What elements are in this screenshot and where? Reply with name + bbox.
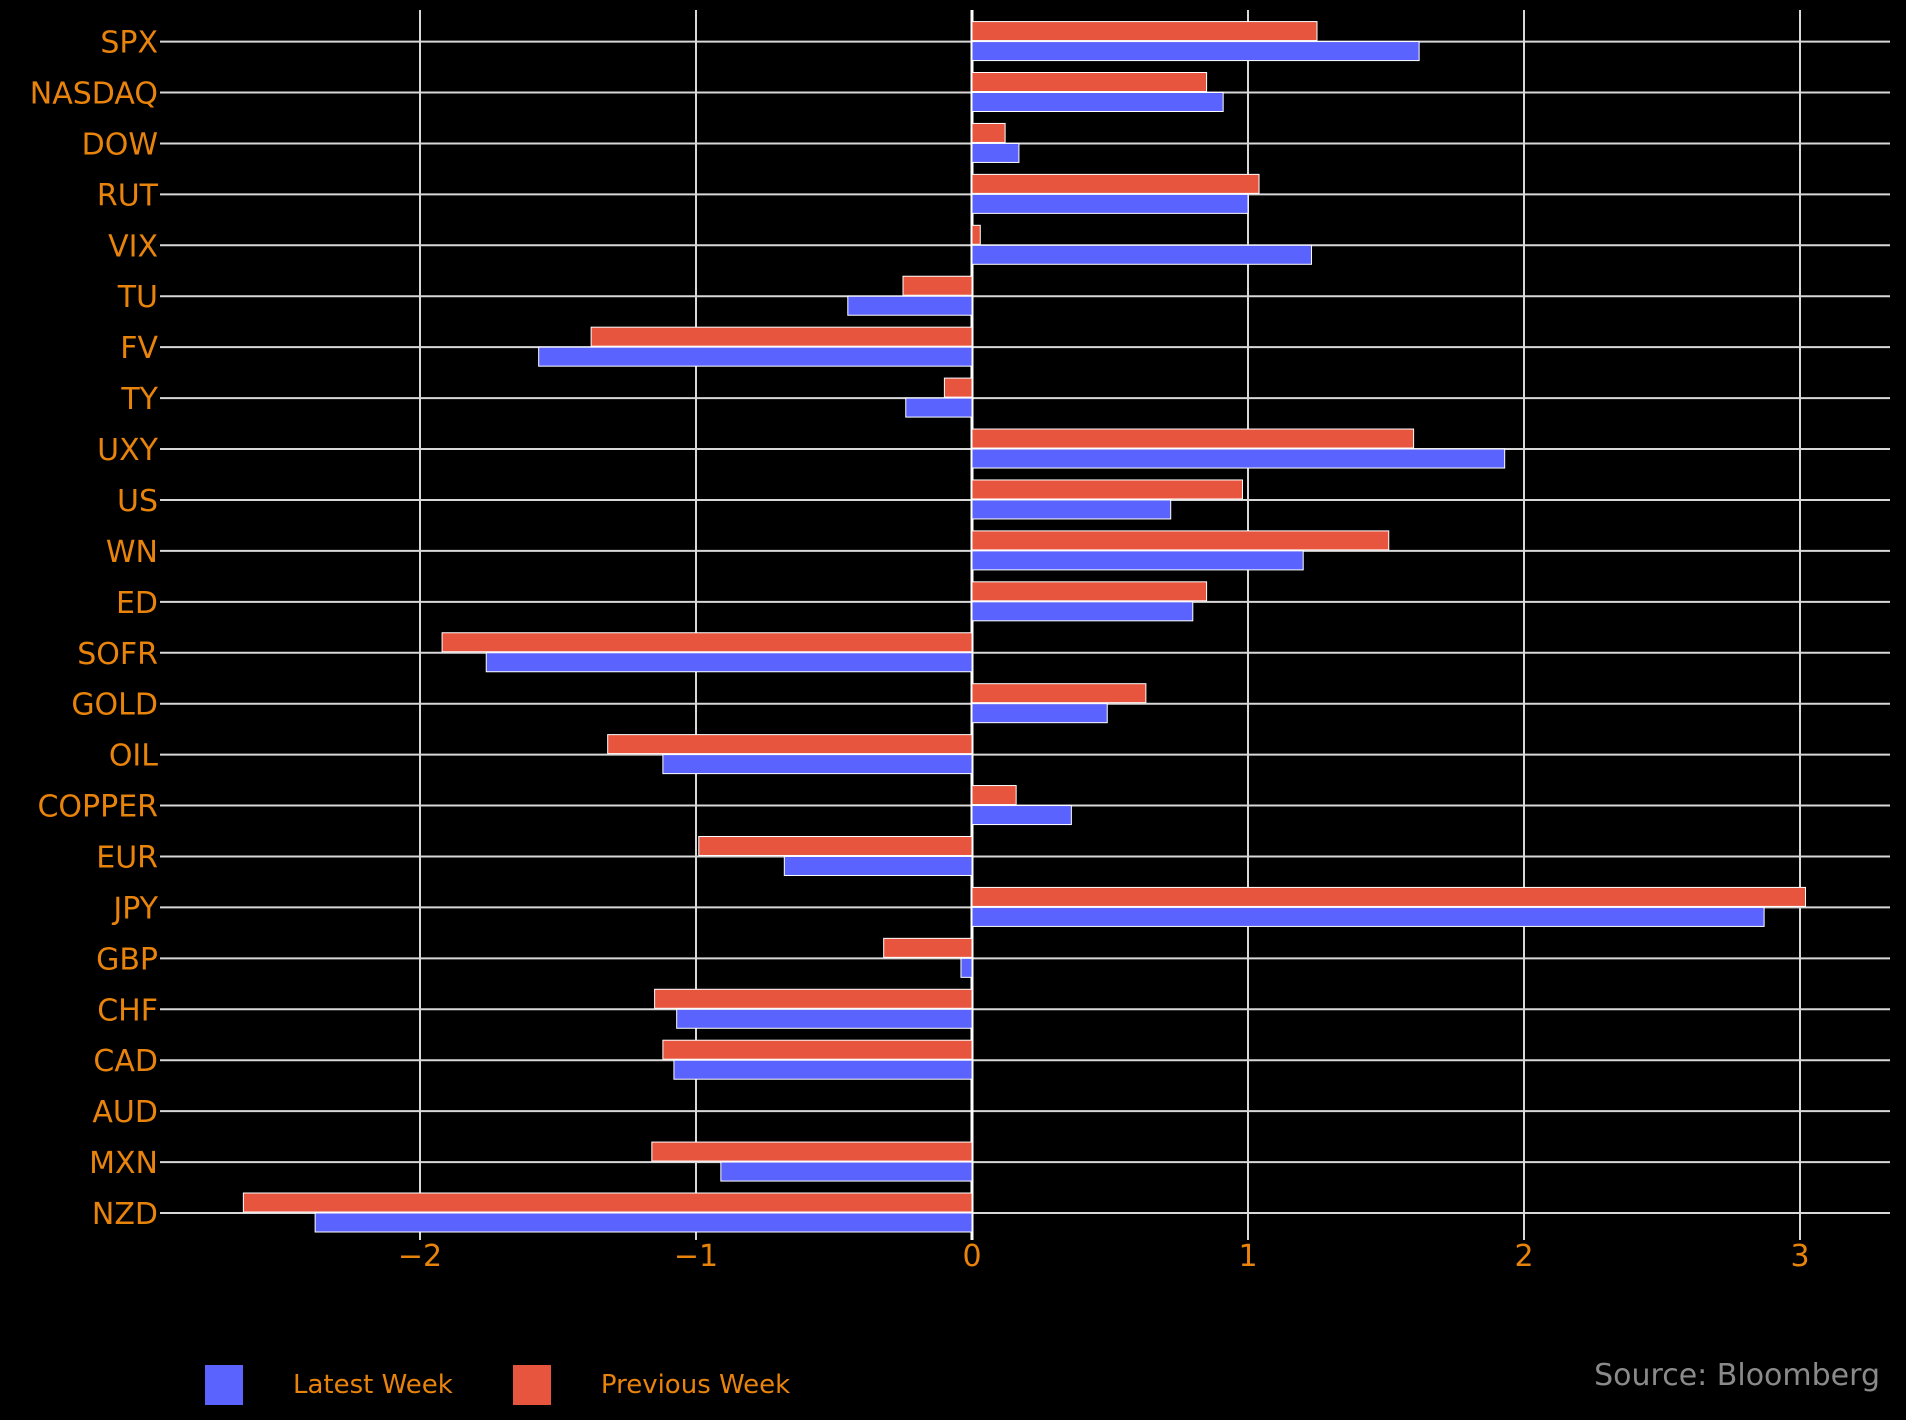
- category-label: NZD: [92, 1197, 158, 1232]
- bar: [242, 1192, 973, 1213]
- category-label: MXN: [89, 1146, 158, 1181]
- category-label: RUT: [97, 178, 159, 213]
- bar: [971, 428, 1415, 449]
- bar: [971, 886, 1807, 907]
- category-label: CHF: [97, 993, 158, 1028]
- bar: [971, 703, 1108, 724]
- bar: [971, 21, 1318, 42]
- category-label: GOLD: [71, 688, 158, 723]
- bar: [720, 1161, 973, 1182]
- bar: [902, 275, 973, 296]
- legend: Latest Week Previous Week: [205, 1365, 850, 1405]
- bar: [971, 683, 1147, 704]
- bar: [485, 652, 973, 673]
- bar: [698, 835, 973, 856]
- legend-swatch-previous: [512, 1365, 551, 1405]
- x-tick-labels: −2 −1 0 1 2 3: [398, 1239, 1810, 1274]
- bar: [673, 1059, 973, 1080]
- bar: [676, 1008, 973, 1029]
- category-label: VIX: [108, 229, 158, 264]
- category-label: EUR: [96, 840, 158, 875]
- category-label: US: [117, 484, 158, 519]
- bar: [971, 92, 1224, 113]
- bar: [971, 244, 1312, 265]
- bar: [960, 957, 973, 978]
- bar: [971, 479, 1243, 500]
- bar: [971, 193, 1249, 214]
- category-label: DOW: [82, 127, 158, 162]
- bar: [971, 581, 1208, 602]
- category-label: WN: [106, 535, 158, 570]
- bar: [538, 346, 973, 367]
- bar: [971, 448, 1506, 469]
- category-label: AUD: [92, 1095, 158, 1130]
- category-label: TY: [120, 382, 158, 417]
- category-label: NASDAQ: [30, 77, 158, 112]
- bar: [943, 377, 973, 398]
- bar: [654, 988, 973, 1009]
- bar: [651, 1141, 973, 1162]
- bar: [607, 734, 973, 755]
- category-label: OIL: [109, 739, 158, 774]
- x-tick-label: 1: [1238, 1239, 1257, 1274]
- bar: [971, 805, 1072, 826]
- category-label: TU: [117, 280, 158, 315]
- legend-label-previous: Previous Week: [600, 1370, 791, 1400]
- bar: [314, 1212, 973, 1233]
- bar: [971, 530, 1390, 551]
- legend-item-latest: Latest Week: [205, 1365, 453, 1405]
- bar: [971, 785, 1017, 806]
- legend-item-previous: Previous Week: [512, 1365, 791, 1405]
- bar: [847, 295, 973, 316]
- bar: [883, 937, 973, 958]
- legend-swatch-latest: [205, 1365, 243, 1405]
- category-label: JPY: [111, 891, 158, 926]
- bar: [971, 41, 1420, 62]
- bar: [971, 906, 1765, 927]
- bar-chart: SPX NASDAQ DOW RUT VIX TU FV TY UXY US WN ED SOFR GOL…: [30, 10, 1890, 1274]
- category-label: CAD: [93, 1044, 158, 1079]
- category-label: FV: [120, 331, 158, 366]
- category-labels: SPX NASDAQ DOW RUT VIX TU FV TY UXY US WN ED SOFR GOL…: [30, 26, 159, 1232]
- bar: [971, 499, 1172, 520]
- bars: [242, 21, 1807, 1233]
- category-label: GBP: [96, 942, 158, 977]
- bar: [783, 855, 973, 876]
- bar: [971, 122, 1006, 143]
- bar: [971, 173, 1260, 194]
- bar: [441, 632, 973, 653]
- x-tick-label: −1: [674, 1239, 718, 1274]
- x-tick-label: −2: [398, 1239, 442, 1274]
- bar: [590, 326, 973, 347]
- bar: [905, 397, 973, 418]
- x-tick-label: 3: [1790, 1239, 1809, 1274]
- category-label: UXY: [97, 433, 159, 468]
- category-label: ED: [116, 586, 158, 621]
- bar: [971, 142, 1020, 163]
- bar: [662, 1039, 973, 1060]
- bar: [971, 601, 1194, 622]
- category-label: SOFR: [77, 637, 158, 672]
- bar: [971, 224, 981, 245]
- bar: [662, 754, 973, 775]
- category-label: COPPER: [37, 790, 158, 825]
- category-label: SPX: [100, 26, 158, 61]
- x-tick-label: 2: [1514, 1239, 1533, 1274]
- x-tick-label: 0: [962, 1239, 981, 1274]
- bar: [971, 72, 1208, 93]
- source-note: Source: Bloomberg: [1594, 1358, 1880, 1393]
- bar: [971, 550, 1304, 571]
- legend-label-latest: Latest Week: [293, 1370, 453, 1400]
